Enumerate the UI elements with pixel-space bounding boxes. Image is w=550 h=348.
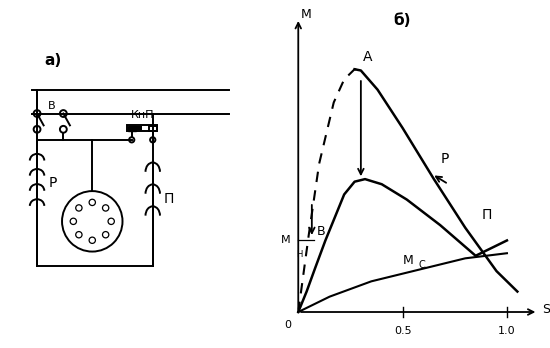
Text: B: B xyxy=(317,225,326,238)
Text: П: П xyxy=(163,192,174,206)
Text: М: М xyxy=(282,236,291,245)
Text: A: A xyxy=(363,50,372,64)
Bar xyxy=(149,126,157,130)
Text: С: С xyxy=(418,260,425,270)
Text: S: S xyxy=(542,303,550,316)
Text: 1.0: 1.0 xyxy=(498,326,516,336)
Text: а): а) xyxy=(44,53,62,68)
Text: 0: 0 xyxy=(284,320,292,330)
Text: Н: Н xyxy=(296,250,303,259)
Bar xyxy=(127,125,157,131)
Text: P: P xyxy=(440,152,449,166)
Text: M: M xyxy=(300,8,311,21)
Text: Р: Р xyxy=(49,176,57,190)
Bar xyxy=(129,126,142,130)
Bar xyxy=(128,126,157,130)
Text: б): б) xyxy=(394,13,411,28)
Text: 0.5: 0.5 xyxy=(394,326,411,336)
Text: КнП: КнП xyxy=(130,110,154,120)
Text: П: П xyxy=(482,208,492,222)
Text: В: В xyxy=(48,101,56,111)
Text: M: M xyxy=(403,254,414,267)
Bar xyxy=(128,126,136,130)
